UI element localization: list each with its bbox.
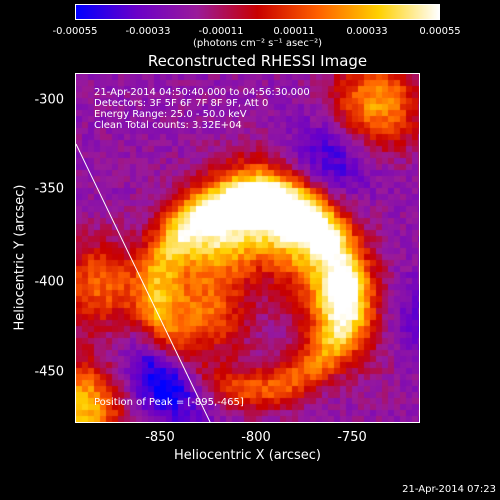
- chart-title: Reconstructed RHESSI Image: [147, 52, 368, 70]
- y-tick-label: -400: [34, 274, 64, 290]
- x-axis-label: Heliocentric X (arcsec): [174, 448, 321, 463]
- x-tick-label: -750: [337, 430, 367, 445]
- info-time: 21-Apr-2014 04:50:40.000 to 04:56:30.000: [94, 87, 310, 98]
- plot-area: [75, 73, 420, 423]
- info-clean: Clean Total counts: 3.32E+04: [94, 120, 242, 131]
- colorbar-tick-label: 0.00033: [346, 26, 388, 37]
- colorbar-tick-label: -0.00033: [125, 26, 171, 37]
- peak-position: Position of Peak = [-895,-465]: [94, 397, 244, 408]
- y-tick-label: -300: [34, 92, 64, 108]
- colorbar-tick-label: -0.00055: [52, 26, 98, 37]
- y-axis-label: Heliocentric Y (arcsec): [12, 184, 28, 331]
- timestamp: 21-Apr-2014 07:23: [402, 484, 496, 495]
- colorbar: [75, 4, 440, 20]
- y-tick-label: -450: [34, 364, 64, 380]
- solar-limb-line: [76, 143, 211, 422]
- colorbar-units: (photons cm⁻² s⁻¹ asec⁻²): [192, 38, 323, 49]
- info-energy: Energy Range: 25.0 - 50.0 keV: [94, 109, 247, 120]
- x-tick-label: -850: [145, 430, 175, 445]
- colorbar-tick-label: 0.00011: [273, 26, 315, 37]
- y-tick-label: -350: [34, 181, 64, 197]
- colorbar-tick-label: 0.00055: [419, 26, 461, 37]
- x-tick-label: -800: [241, 430, 271, 445]
- info-detectors: Detectors: 3F 5F 6F 7F 8F 9F, Att 0: [94, 98, 269, 109]
- limb-line-svg: [76, 143, 211, 422]
- colorbar-tick-label: -0.00011: [198, 26, 244, 37]
- heatmap-image: [76, 74, 419, 422]
